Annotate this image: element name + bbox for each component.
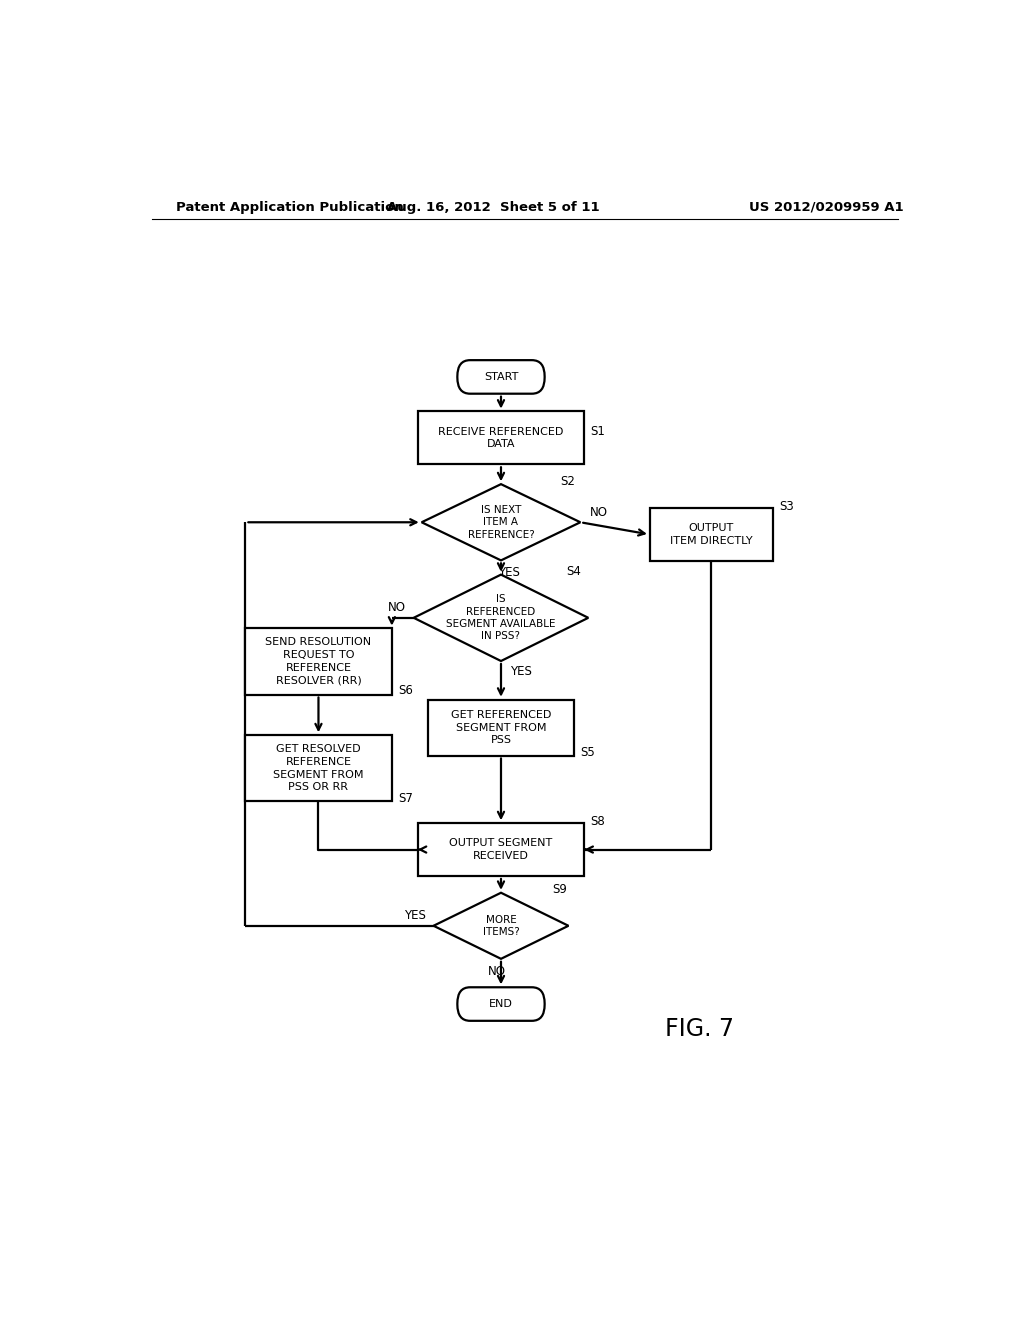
FancyBboxPatch shape (458, 987, 545, 1020)
Polygon shape (422, 484, 581, 561)
Polygon shape (414, 574, 588, 661)
Text: S4: S4 (566, 565, 581, 578)
Text: GET RESOLVED
REFERENCE
SEGMENT FROM
PSS OR RR: GET RESOLVED REFERENCE SEGMENT FROM PSS … (273, 744, 364, 792)
Text: MORE
ITEMS?: MORE ITEMS? (482, 915, 519, 937)
FancyBboxPatch shape (245, 628, 392, 694)
Text: FIG. 7: FIG. 7 (665, 1018, 734, 1041)
Text: S7: S7 (398, 792, 413, 805)
Text: OUTPUT
ITEM DIRECTLY: OUTPUT ITEM DIRECTLY (670, 523, 753, 546)
Text: NO: NO (590, 506, 608, 519)
Text: GET REFERENCED
SEGMENT FROM
PSS: GET REFERENCED SEGMENT FROM PSS (451, 710, 551, 746)
Text: S6: S6 (398, 684, 413, 697)
FancyBboxPatch shape (245, 735, 392, 801)
Text: S2: S2 (560, 475, 575, 487)
Text: YES: YES (498, 566, 520, 579)
Text: Patent Application Publication: Patent Application Publication (176, 201, 403, 214)
Text: S5: S5 (581, 746, 596, 759)
Text: NO: NO (388, 601, 406, 614)
Text: END: END (489, 999, 513, 1008)
FancyBboxPatch shape (418, 824, 585, 876)
Text: NO: NO (488, 965, 506, 978)
Text: IS NEXT
ITEM A
REFERENCE?: IS NEXT ITEM A REFERENCE? (468, 504, 535, 540)
FancyBboxPatch shape (650, 508, 773, 561)
Text: S3: S3 (779, 499, 794, 512)
Text: S8: S8 (591, 814, 605, 828)
Text: Aug. 16, 2012  Sheet 5 of 11: Aug. 16, 2012 Sheet 5 of 11 (387, 201, 599, 214)
FancyBboxPatch shape (418, 412, 585, 465)
Text: US 2012/0209959 A1: US 2012/0209959 A1 (749, 201, 904, 214)
Text: RECEIVE REFERENCED
DATA: RECEIVE REFERENCED DATA (438, 426, 563, 449)
Text: S9: S9 (552, 883, 567, 896)
Text: YES: YES (511, 665, 532, 677)
Text: IS
REFERENCED
SEGMENT AVAILABLE
IN PSS?: IS REFERENCED SEGMENT AVAILABLE IN PSS? (446, 594, 556, 642)
FancyBboxPatch shape (458, 360, 545, 393)
Text: SEND RESOLUTION
REQUEST TO
REFERENCE
RESOLVER (RR): SEND RESOLUTION REQUEST TO REFERENCE RES… (265, 638, 372, 685)
FancyBboxPatch shape (428, 700, 574, 755)
Polygon shape (433, 892, 568, 958)
Text: START: START (483, 372, 518, 381)
Text: OUTPUT SEGMENT
RECEIVED: OUTPUT SEGMENT RECEIVED (450, 838, 553, 861)
Text: S1: S1 (591, 425, 605, 438)
Text: YES: YES (403, 909, 426, 923)
